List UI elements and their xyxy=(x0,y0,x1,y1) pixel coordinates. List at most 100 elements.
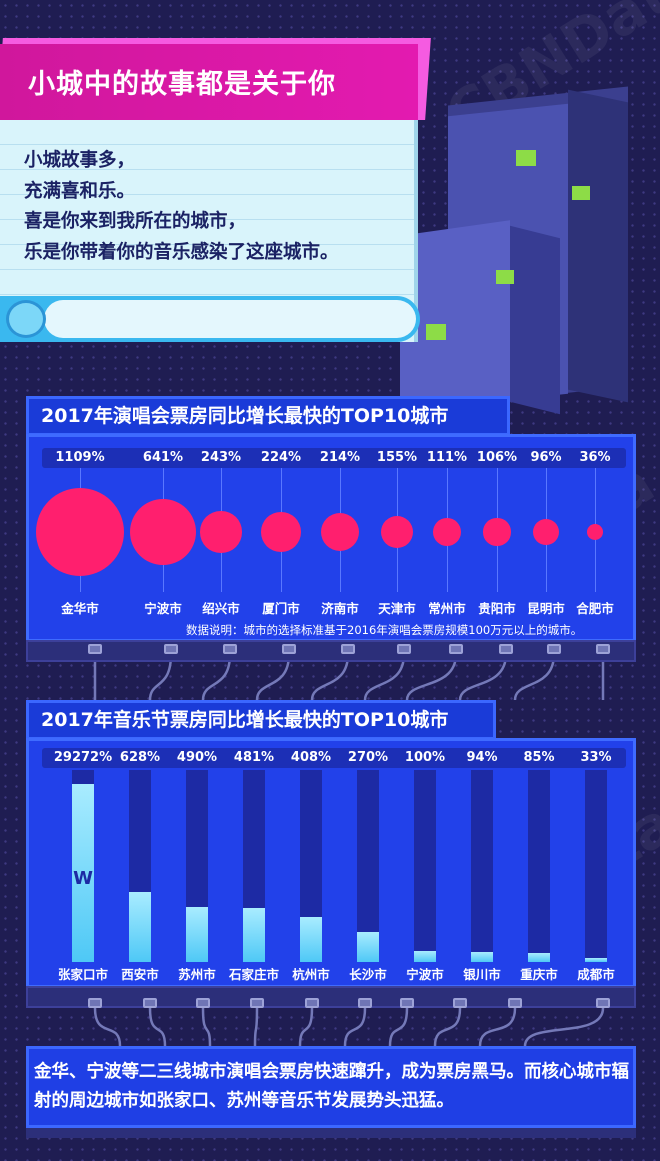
concert-bubble xyxy=(36,488,124,576)
summary-box xyxy=(26,1046,636,1128)
festival-city-label: 石家庄市 xyxy=(228,967,279,982)
concert-city-label: 天津市 xyxy=(378,601,416,616)
concert-bubble xyxy=(129,498,197,566)
festival-city-label: 成都市 xyxy=(577,967,615,982)
concert-city-label: 济南市 xyxy=(321,601,359,616)
festival-bar xyxy=(414,950,436,962)
connector-plug xyxy=(305,998,319,1008)
story-line: 小城故事多， xyxy=(24,150,136,171)
festival-bar xyxy=(585,958,607,962)
festival-value-label: 100% xyxy=(404,750,446,765)
connector-plug xyxy=(282,644,296,654)
connector-plug xyxy=(341,644,355,654)
story-line: 喜是你来到我所在的城市， xyxy=(24,211,247,232)
festival-city-label: 银川市 xyxy=(463,967,501,982)
cable xyxy=(458,653,508,701)
festival-value-label: 33% xyxy=(580,750,612,765)
festival-city-label: 张家口市 xyxy=(57,967,108,982)
concert-city-label: 昆明市 xyxy=(527,601,565,616)
festival-city-label: 苏州市 xyxy=(178,967,216,982)
connector-plug xyxy=(397,644,411,654)
cable xyxy=(513,653,556,701)
connector-plug xyxy=(449,644,463,654)
cable xyxy=(201,653,232,701)
festival-value-label: 490% xyxy=(176,750,218,765)
connector-plug xyxy=(508,998,522,1008)
story-line: 充满喜和乐。 xyxy=(24,180,136,202)
festival-bar-track xyxy=(528,770,550,962)
summary-text: 金华、宁波等二三线城市演唱会票房快速蹿升，成为票房黑马。而核心城市辐射的周边城市… xyxy=(34,1062,629,1111)
cable xyxy=(388,1007,409,1047)
festival-value-label: 270% xyxy=(347,750,389,765)
concert-value-label: 96% xyxy=(530,450,562,465)
festival-value-label: 481% xyxy=(233,750,275,765)
story-line: 乐是你带着你的音乐感染了这座城市。 xyxy=(24,241,339,263)
cable xyxy=(478,1007,517,1047)
concert-bubble xyxy=(533,519,559,545)
festival-bar xyxy=(528,952,550,962)
scroll-roll-inner xyxy=(44,300,416,338)
connector-plug xyxy=(88,644,102,654)
connector-plug xyxy=(250,998,264,1008)
festival-bar xyxy=(186,907,208,962)
festival-bar xyxy=(357,931,379,962)
concert-value-label: 214% xyxy=(319,450,361,465)
connector-plug xyxy=(596,644,610,654)
connector-plug xyxy=(400,998,414,1008)
festival-value-row xyxy=(42,748,626,768)
concert-value-label: 155% xyxy=(376,450,418,465)
connector-plug xyxy=(196,998,210,1008)
cable xyxy=(93,1007,122,1047)
concert-city-label: 金华市 xyxy=(61,601,99,616)
page-title: 小城中的故事都是关于你 xyxy=(28,69,336,100)
cable xyxy=(310,653,350,701)
festival-city-label: 杭州市 xyxy=(292,967,330,982)
cable xyxy=(363,653,406,701)
summary-base xyxy=(26,1128,636,1138)
connector-plug xyxy=(88,998,102,1008)
concert-value-label: 1109% xyxy=(55,450,105,465)
festival-value-label: 29272% xyxy=(53,750,113,765)
festival-axis-break: W xyxy=(73,868,93,889)
concert-city-label: 合肥市 xyxy=(576,601,614,616)
cable xyxy=(405,653,458,701)
festival-bar-track xyxy=(471,770,493,962)
concert-city-label: 厦门市 xyxy=(262,601,300,616)
concert-chart-title: 2017年演唱会票房同比增长最快的TOP10城市 xyxy=(26,396,510,436)
concert-value-label: 106% xyxy=(476,450,518,465)
header-band-inner xyxy=(0,44,418,120)
concert-bubble xyxy=(320,512,360,552)
festival-bar-track xyxy=(357,770,379,962)
cable xyxy=(523,1007,605,1047)
cable xyxy=(433,1007,462,1047)
festival-bar xyxy=(300,916,322,962)
connector-plug xyxy=(358,998,372,1008)
festival-city-label: 西安市 xyxy=(121,967,159,982)
concert-bubble xyxy=(261,512,301,552)
concert-value-row xyxy=(42,448,626,468)
festival-value-label: 85% xyxy=(523,750,555,765)
concert-city-label: 宁波市 xyxy=(144,601,182,616)
festival-bar-track xyxy=(300,770,322,962)
concert-city-label: 常州市 xyxy=(428,601,466,616)
concert-panel-foot xyxy=(26,640,636,662)
concert-value-label: 111% xyxy=(426,450,468,465)
festival-panel-foot xyxy=(26,986,636,1008)
cable xyxy=(255,653,291,701)
concert-bubble xyxy=(483,518,511,546)
concert-bubble xyxy=(380,515,414,549)
festival-bar-track xyxy=(585,770,607,962)
scroll-roll-knob xyxy=(6,300,46,338)
festival-bar-track xyxy=(414,770,436,962)
concert-value-label: 224% xyxy=(260,450,302,465)
festival-chart-title: 2017年音乐节票房同比增长最快的TOP10城市 xyxy=(26,700,496,740)
connector-plug xyxy=(596,998,610,1008)
concert-bubble xyxy=(200,511,242,553)
concert-chart-note: 数据说明：城市的选择标准基于2016年演唱会票房规模100万元以上的城市。 xyxy=(186,623,583,637)
cable xyxy=(201,1007,212,1047)
connector-plug xyxy=(223,644,237,654)
concert-bubble xyxy=(587,524,603,540)
concert-bubble xyxy=(433,518,461,546)
cable xyxy=(298,1007,314,1047)
